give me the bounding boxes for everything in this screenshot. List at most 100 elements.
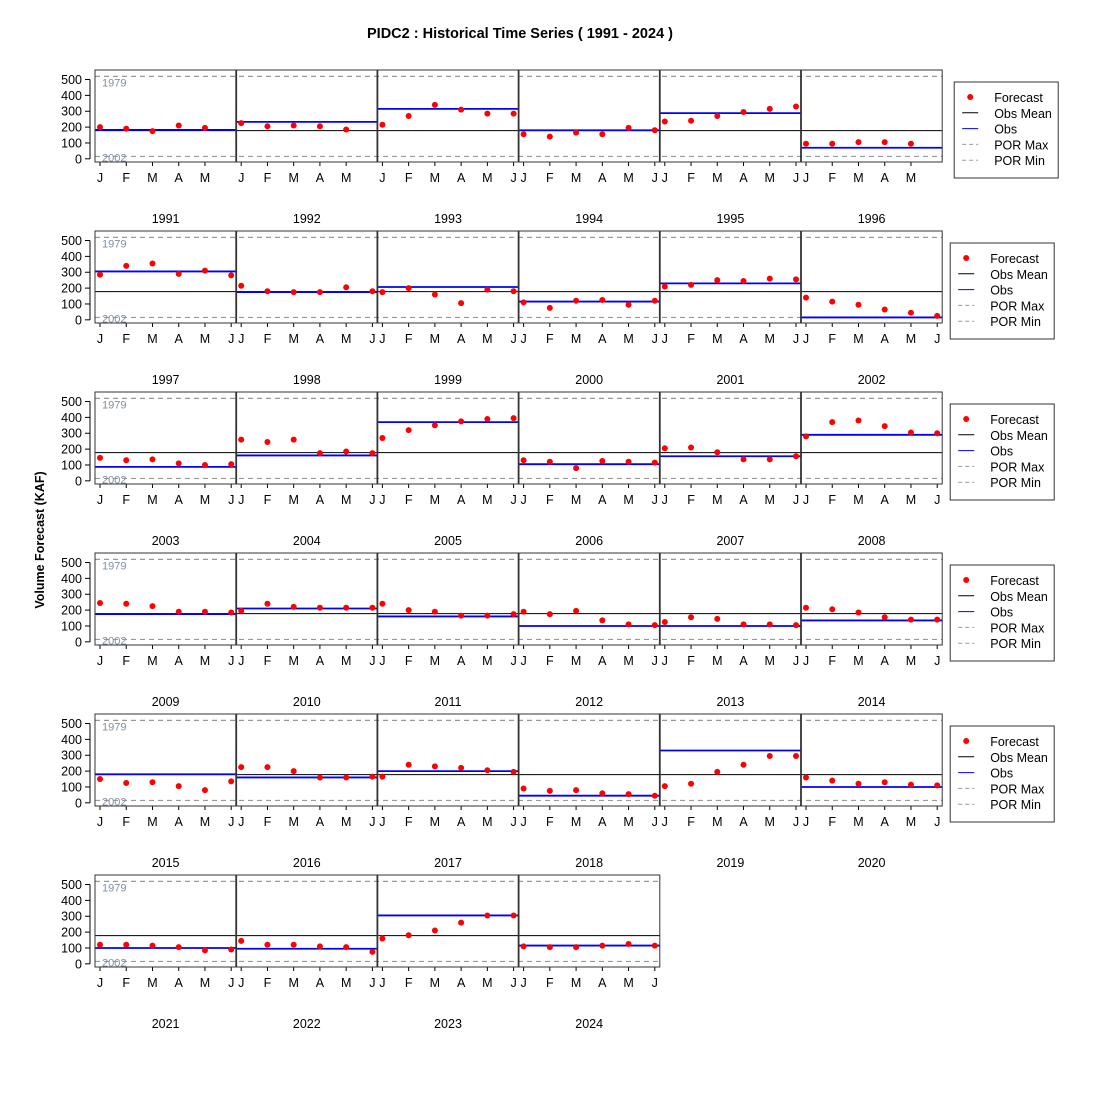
forecast-point [881, 779, 888, 786]
forecast-point [405, 607, 412, 614]
year-label: 2015 [152, 856, 180, 870]
por-max-label: 1979 [102, 399, 126, 411]
month-label: M [341, 815, 351, 829]
forecast-point [458, 612, 465, 619]
forecast-point [228, 461, 235, 468]
month-label: J [934, 815, 940, 829]
panel-border [235, 552, 378, 646]
year-label: 2007 [716, 534, 744, 548]
month-label: A [457, 654, 466, 668]
month-label: J [510, 332, 516, 346]
month-label: M [200, 332, 210, 346]
month-label: J [510, 654, 516, 668]
por-max-label: 1979 [102, 721, 126, 733]
forecast-point [855, 780, 862, 787]
forecast-point [520, 943, 527, 950]
legend-label: POR Min [990, 476, 1041, 490]
forecast-point [431, 763, 438, 770]
forecast-point [379, 289, 386, 296]
year-panel-2007: J F M A M J 2007 [658, 391, 802, 548]
year-panel-2018: J F M A M J 2018 [517, 713, 661, 870]
forecast-point [625, 301, 632, 308]
month-label: M [571, 976, 581, 990]
panel-border [800, 391, 943, 485]
year-panel-1998: J F M A M J 1998 [235, 230, 378, 387]
year-label: 1992 [293, 212, 321, 226]
forecast-point [458, 106, 465, 113]
forecast-point [123, 780, 130, 786]
forecast-point [766, 456, 773, 463]
forecast-point [766, 753, 773, 760]
year-panel-2004: J F M A M J 2004 [235, 391, 378, 548]
month-label: J [369, 815, 375, 829]
y-tick-label: 300 [61, 105, 82, 119]
forecast-point [546, 787, 553, 794]
month-label: M [623, 815, 633, 829]
forecast-point [934, 312, 941, 319]
year-panel-1994: J F M A M J 1994 [517, 69, 661, 226]
legend-label: POR Max [990, 460, 1045, 474]
month-label: J [228, 493, 234, 507]
por-min-label: 2002 [102, 635, 126, 647]
month-label: A [457, 976, 466, 990]
panel-border [235, 69, 378, 163]
forecast-point [175, 944, 182, 951]
y-tick-label: 300 [61, 588, 82, 602]
month-label: M [906, 654, 916, 668]
legend-label: POR Min [990, 315, 1041, 329]
forecast-point [803, 140, 809, 147]
month-label: M [147, 171, 157, 185]
month-label: M [341, 976, 351, 990]
forecast-point [484, 612, 491, 619]
month-label: J [228, 654, 234, 668]
month-label: F [687, 332, 695, 346]
month-label: M [288, 493, 298, 507]
year-panel-2001: J F M A M J 2001 [658, 230, 802, 387]
month-label: A [881, 171, 890, 185]
month-label: J [662, 171, 668, 185]
forecast-point [228, 609, 235, 616]
y-tick-label: 500 [61, 556, 82, 570]
year-panel-2012: J F M A M J 2012 [517, 552, 661, 709]
forecast-point [238, 937, 245, 944]
month-label: A [175, 493, 184, 507]
month-label: J [238, 332, 244, 346]
year-panel-1999: J F M A M J 1999 [376, 230, 520, 387]
month-label: M [853, 654, 863, 668]
forecast-point [740, 761, 747, 768]
month-label: J [662, 654, 668, 668]
month-label: J [97, 332, 103, 346]
month-label: M [288, 171, 298, 185]
y-tick-label: 200 [61, 121, 82, 135]
year-panel-2021: J F M A M J 2021 [94, 874, 237, 1031]
month-label: M [765, 493, 775, 507]
year-label: 1991 [152, 212, 180, 226]
legend-label: Obs Mean [990, 751, 1048, 765]
legend-swatch-forecast [963, 577, 970, 583]
forecast-point [343, 774, 350, 781]
panel-border [235, 713, 378, 807]
year-label: 2010 [293, 695, 321, 709]
month-label: J [238, 171, 244, 185]
month-label: M [200, 654, 210, 668]
year-label: 2003 [152, 534, 180, 548]
legend-label: Forecast [994, 91, 1043, 105]
year-label: 2009 [152, 695, 180, 709]
forecast-point [740, 109, 747, 116]
forecast-point [484, 767, 491, 774]
month-label: A [739, 332, 748, 346]
forecast-point [405, 761, 412, 768]
forecast-point [546, 304, 553, 311]
y-tick-label: 500 [61, 234, 82, 248]
month-label: M [482, 654, 492, 668]
forecast-point [651, 127, 658, 134]
forecast-point [546, 458, 553, 465]
month-label: F [828, 654, 836, 668]
legend-label: Obs Mean [994, 107, 1052, 121]
month-label: M [712, 654, 722, 668]
forecast-point [803, 774, 809, 781]
month-label: F [687, 493, 695, 507]
forecast-point [228, 946, 235, 953]
forecast-point [97, 454, 103, 461]
forecast-point [201, 608, 208, 615]
